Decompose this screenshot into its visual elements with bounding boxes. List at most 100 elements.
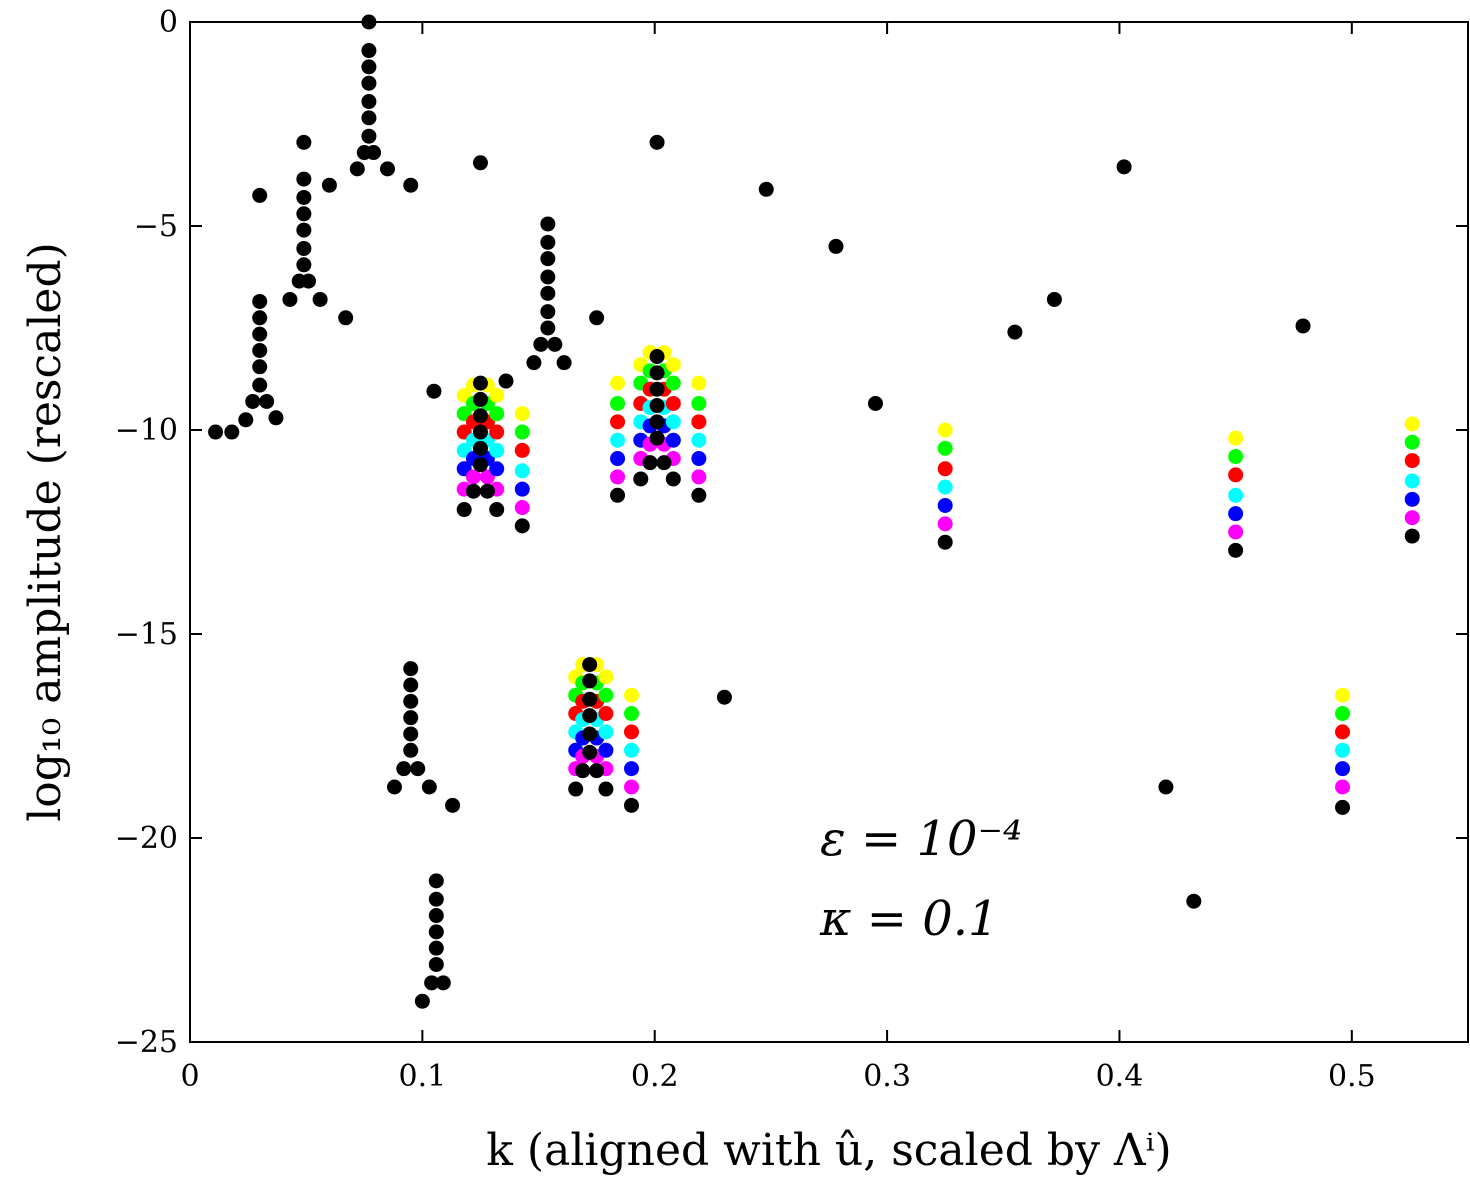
x-tick-label: 0.5 bbox=[1328, 1059, 1376, 1094]
data-point bbox=[540, 304, 556, 320]
data-point bbox=[589, 763, 605, 779]
data-point bbox=[338, 310, 354, 326]
data-point bbox=[361, 43, 377, 59]
data-point bbox=[1404, 416, 1420, 432]
data-point bbox=[649, 430, 665, 446]
data-point bbox=[414, 993, 430, 1009]
data-point bbox=[421, 779, 437, 795]
data-point bbox=[610, 395, 626, 411]
chart-marks bbox=[208, 14, 1420, 1009]
data-point bbox=[540, 320, 556, 336]
data-point bbox=[386, 779, 402, 795]
data-point bbox=[1228, 506, 1244, 522]
data-point bbox=[649, 365, 665, 381]
data-point bbox=[296, 171, 312, 187]
data-point bbox=[589, 310, 605, 326]
data-point bbox=[665, 357, 681, 373]
data-point bbox=[252, 342, 268, 358]
data-point bbox=[361, 110, 377, 126]
data-point bbox=[296, 257, 312, 273]
data-point bbox=[245, 393, 261, 409]
data-point bbox=[937, 440, 953, 456]
data-point bbox=[1116, 159, 1132, 175]
data-point bbox=[361, 128, 377, 144]
data-point bbox=[937, 461, 953, 477]
data-point bbox=[691, 414, 707, 430]
data-point bbox=[665, 414, 681, 430]
data-point bbox=[489, 424, 505, 440]
annotation-kappa: κ = 0.1 bbox=[819, 891, 999, 947]
data-point bbox=[489, 461, 505, 477]
data-point bbox=[252, 326, 268, 342]
data-point bbox=[403, 710, 419, 726]
data-point bbox=[361, 94, 377, 110]
data-point bbox=[1335, 761, 1351, 777]
y-tick-label: −5 bbox=[134, 209, 178, 244]
data-point bbox=[514, 463, 530, 479]
data-point bbox=[665, 432, 681, 448]
x-tick-label: 0 bbox=[180, 1059, 199, 1094]
data-point bbox=[610, 487, 626, 503]
data-point bbox=[514, 500, 530, 516]
data-point bbox=[623, 761, 639, 777]
data-point bbox=[540, 251, 556, 267]
data-point bbox=[867, 395, 883, 411]
data-point bbox=[1007, 324, 1023, 340]
data-point bbox=[1046, 291, 1062, 307]
x-tick-label: 0.2 bbox=[631, 1059, 679, 1094]
data-point bbox=[321, 177, 337, 193]
data-point bbox=[649, 134, 665, 150]
data-point bbox=[1404, 434, 1420, 450]
data-point bbox=[691, 451, 707, 467]
data-point bbox=[472, 391, 488, 407]
data-point bbox=[623, 797, 639, 813]
data-point bbox=[410, 761, 426, 777]
data-point bbox=[514, 442, 530, 458]
data-point bbox=[489, 502, 505, 518]
data-point bbox=[252, 377, 268, 393]
data-point bbox=[301, 273, 317, 289]
data-point bbox=[540, 269, 556, 285]
data-point bbox=[396, 761, 412, 777]
annotation-epsilon: ε = 10⁻⁴ bbox=[820, 811, 1022, 867]
data-point bbox=[479, 483, 495, 499]
data-point bbox=[610, 414, 626, 430]
data-point bbox=[623, 687, 639, 703]
y-tick-label: 0 bbox=[159, 5, 178, 40]
data-point bbox=[296, 222, 312, 238]
data-point bbox=[1228, 524, 1244, 540]
data-point bbox=[623, 706, 639, 722]
data-point bbox=[456, 502, 472, 518]
data-point bbox=[428, 956, 444, 972]
data-point bbox=[1404, 491, 1420, 507]
data-point bbox=[547, 336, 563, 352]
data-point bbox=[582, 726, 598, 742]
data-point bbox=[224, 424, 240, 440]
data-point bbox=[472, 375, 488, 391]
x-tick-label: 0.1 bbox=[399, 1059, 447, 1094]
data-point bbox=[1404, 473, 1420, 489]
data-point bbox=[598, 706, 614, 722]
data-point bbox=[1404, 453, 1420, 469]
y-tick-label: −15 bbox=[115, 617, 178, 652]
data-point bbox=[361, 59, 377, 75]
data-point bbox=[403, 726, 419, 742]
data-point bbox=[582, 708, 598, 724]
data-point bbox=[296, 206, 312, 222]
data-point bbox=[610, 432, 626, 448]
data-point bbox=[380, 161, 396, 177]
data-point bbox=[252, 359, 268, 375]
data-point bbox=[514, 481, 530, 497]
data-point bbox=[649, 414, 665, 430]
data-point bbox=[937, 516, 953, 532]
data-point bbox=[1335, 742, 1351, 758]
data-point bbox=[252, 310, 268, 326]
data-point bbox=[403, 742, 419, 758]
data-point bbox=[582, 744, 598, 760]
data-point bbox=[1158, 779, 1174, 795]
data-point bbox=[428, 924, 444, 940]
data-point bbox=[623, 724, 639, 740]
data-point bbox=[296, 240, 312, 256]
data-point bbox=[1295, 318, 1311, 334]
